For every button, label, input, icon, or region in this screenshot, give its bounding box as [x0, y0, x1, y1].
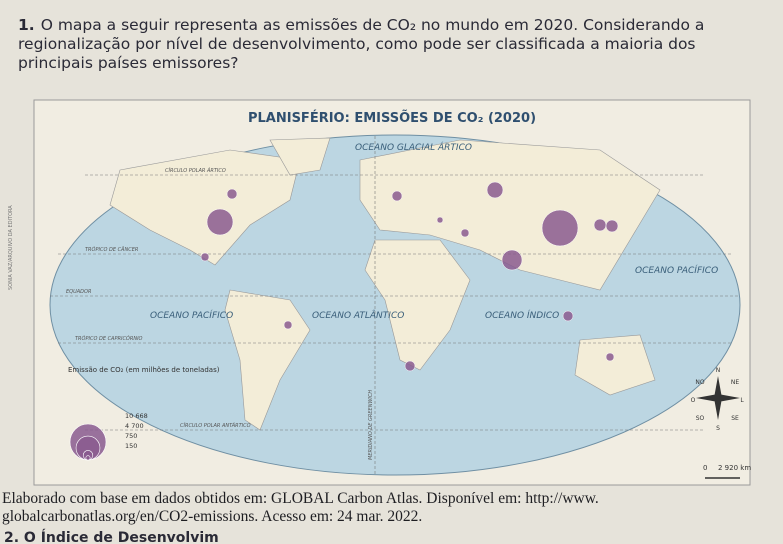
legend: Emissão de CO₂ (em milhões de toneladas)…	[68, 366, 220, 461]
ocean-label: OCEANO ATLÂNTICO	[312, 309, 404, 321]
line-label: CÍRCULO POLAR ANTÁRTICO	[180, 422, 251, 429]
compass-label: SO	[696, 415, 705, 422]
credit: SONIA VAZ/ARQUIVO DA EDITORA	[8, 205, 14, 290]
line-label: TRÓPICO DE CÂNCER	[85, 246, 138, 253]
question-number: 1.	[18, 16, 35, 34]
scale-label: 2 920 km	[718, 464, 751, 472]
compass-label: O	[691, 397, 696, 404]
source: Elaborado com base em dados obtidos em: …	[2, 490, 599, 525]
compass-label: NE	[731, 379, 739, 386]
line-label: EQUADOR	[66, 289, 91, 295]
compass-label: N	[716, 367, 721, 374]
legend-label: 10 668	[125, 412, 148, 420]
legend-circle	[85, 455, 91, 461]
legend-label: 150	[125, 442, 137, 450]
line-label: MERIDIANO DE GREENWICH	[368, 390, 374, 460]
compass-rose	[696, 376, 740, 420]
compass-label: SE	[731, 415, 739, 422]
compass-label: NO	[695, 379, 704, 386]
map-title: PLANISFÉRIO: EMISSÕES DE CO₂ (2020)	[248, 110, 536, 126]
question-text: O mapa a seguir representa as emissões d…	[18, 16, 705, 72]
ocean-label: OCEANO ÍNDICO	[485, 309, 559, 321]
compass: N NE L SE S SO O NO	[691, 367, 745, 432]
emission-circles	[200, 181, 619, 372]
legend-label: 750	[125, 432, 137, 440]
ocean-label: OCEANO PACÍFICO	[150, 309, 233, 321]
continents	[109, 137, 661, 431]
legend-label: 4 700	[125, 422, 144, 430]
line-label: TRÓPICO DE CAPRICÓRNIO	[75, 335, 143, 342]
ocean-label: OCEANO PACÍFICO	[635, 264, 718, 276]
ocean-label: OCEANO GLACIAL ÁRTICO	[355, 141, 472, 153]
legend-title: Emissão de CO₂ (em milhões de toneladas)	[68, 366, 220, 374]
question: 1. O mapa a seguir representa as emissões…	[18, 16, 768, 73]
next-question: 2. O Índice de Desenvolvim	[4, 530, 219, 544]
scale-label: 0	[703, 464, 707, 472]
reference-lines	[50, 136, 740, 474]
compass-label: L	[740, 397, 744, 404]
compass-label: S	[716, 425, 720, 432]
line-label: CÍRCULO POLAR ÁRTICO	[165, 167, 226, 174]
